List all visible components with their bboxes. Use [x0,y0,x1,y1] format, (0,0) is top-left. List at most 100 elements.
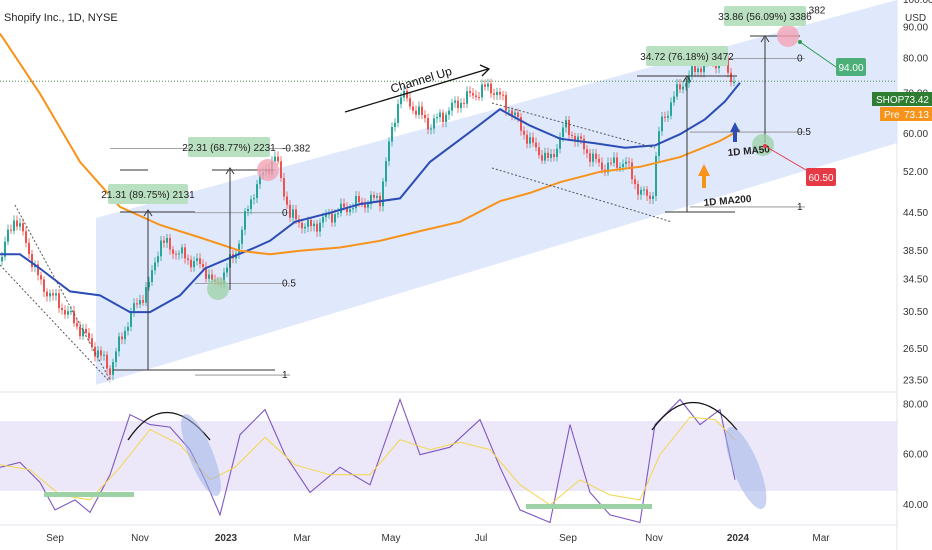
candle-body [415,110,417,115]
candle-body [292,209,294,218]
candle-body [598,158,600,163]
candle-body [454,100,456,103]
rsi-lines [0,397,736,524]
candle-body [589,153,591,162]
ma200-line [0,33,741,256]
candle-body [424,114,426,119]
candle-body [139,300,141,305]
candle-body [667,115,669,118]
candle-body [553,154,555,158]
svg-text:34.72 (76.18%) 3472: 34.72 (76.18%) 3472 [640,52,734,63]
candle-body [376,195,378,198]
candle-body [244,211,246,230]
svg-text:73.42: 73.42 [904,95,929,106]
candle-body [670,102,672,116]
time-tick-label: Nov [131,533,149,544]
candle-body [532,137,534,143]
price-tick-label: 60.00 [903,129,928,140]
candle-body [517,112,519,118]
candle-body [697,68,699,73]
time-tick-label: Sep [46,533,64,544]
wedge-lower-line [0,264,111,383]
candle-body [433,118,435,129]
candle-body [94,346,96,357]
candle-body [448,110,450,115]
candle-body [223,272,225,284]
candle-body [250,199,252,210]
candle-body [91,338,93,347]
candle-body [421,106,423,115]
channel-up-arrow [344,68,489,113]
candle-body [166,237,168,243]
candle-body [385,161,387,182]
candle-body [193,261,195,268]
wedge-upper-line [14,204,111,381]
candle-body [160,240,162,257]
candle-body [628,161,630,163]
candle-body [391,126,393,142]
target-60-dot [763,144,767,148]
candle-body [631,162,633,180]
candle-body [640,189,642,195]
measure-arrows [113,35,800,371]
candle-body [733,81,735,83]
candle-body [187,258,189,260]
candle-body [196,258,198,262]
target-94-connector [799,41,837,68]
candle-body [25,231,27,243]
candle-body [310,219,312,227]
candle-body [451,102,453,111]
candle-body [148,281,150,288]
rsi-ma-line [0,416,736,506]
price-axis[interactable]: 23.50 26.50 30.50 34.50 38.50 44.50 52.00 60.00… [903,0,932,387]
candle-body [412,106,414,111]
candle-body [664,116,666,118]
candle-body [127,326,129,331]
candle-body [346,207,348,213]
candle-body [124,330,126,340]
candle-body [313,223,315,227]
candle-body [199,258,201,265]
fib-level-label: 0.5 [797,127,811,138]
time-axis[interactable]: Sep Nov 2023 Mar May Jul Sep Nov 2024 Mar [46,533,830,544]
candle-body [529,137,531,144]
ma200-label: 1D MA200 [703,194,752,209]
candle-body [49,293,51,297]
candle-body [100,350,102,356]
candle-body [550,154,552,158]
candle-body [334,214,336,223]
svg-text:94.00: 94.00 [838,63,863,74]
price-tag-last: SHOP 73.42 [872,92,932,106]
candle-body [238,243,240,254]
candle-body [490,83,492,94]
candle-body [463,102,465,104]
candle-body [31,254,33,268]
candle-body [679,84,681,90]
candle-body [514,112,516,116]
candle-body [508,110,510,112]
candle-body [307,219,309,227]
rsi-support-bar-2 [526,504,652,509]
rsi-ellipse-1 [181,413,221,497]
price-tick-label: 23.50 [903,376,928,387]
time-tick-label: Mar [293,533,311,544]
candle-body [295,209,297,220]
channel-up-arrowhead [479,64,491,77]
candle-body [544,152,546,161]
candle-body [418,106,420,115]
candle-body [289,204,291,218]
candle-body [316,223,318,232]
candle-body [202,264,204,267]
rsi-tick-label: 60.00 [903,450,928,461]
ma200-arrow [698,164,710,188]
candle-body [367,204,369,208]
candle-body [136,303,138,305]
candle-body [676,84,678,97]
candle-body [655,156,657,197]
ma50-arrow [730,122,740,142]
candle-body [349,209,351,213]
channel-up-label: Channel Up [389,64,454,96]
candle-body [661,116,663,132]
rsi-tick-label: 80.00 [903,400,928,411]
